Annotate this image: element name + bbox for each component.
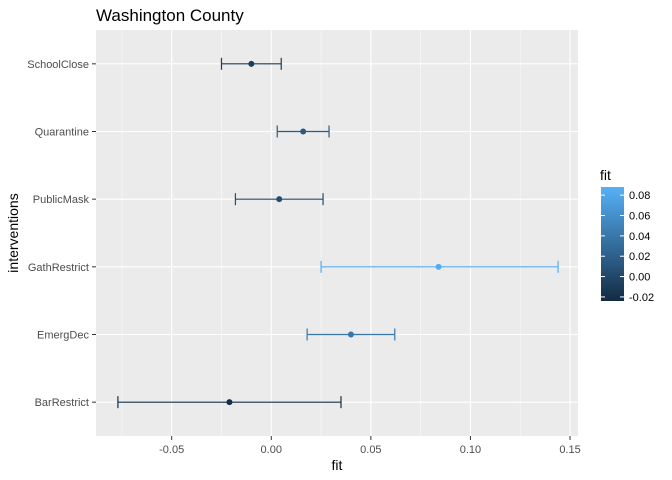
legend-tick-label: 0.08 bbox=[629, 190, 650, 202]
x-axis: -0.05 0.00 0.05 0.10 0.15 bbox=[159, 436, 581, 456]
x-tick-label: 0.10 bbox=[460, 444, 481, 456]
minor-gridlines bbox=[121, 30, 521, 436]
y-tick-label: GathRestrict bbox=[28, 262, 89, 274]
x-tick-label: -0.05 bbox=[159, 444, 184, 456]
y-tick-label: BarRestrict bbox=[35, 397, 89, 409]
legend-title: fit bbox=[600, 167, 611, 183]
y-tick-label: EmergDec bbox=[37, 330, 89, 342]
y-axis: SchoolClose Quarantine PublicMask GathRestr… bbox=[27, 59, 96, 409]
y-tick-label: SchoolClose bbox=[27, 59, 89, 71]
point-PublicMask bbox=[276, 196, 283, 203]
legend-tick-label: 0.02 bbox=[629, 251, 650, 263]
point-GathRestrict bbox=[435, 263, 442, 270]
legend-ticks: 0.08 0.06 0.04 0.02 0.00 -0.02 bbox=[601, 190, 654, 304]
x-tick-label: 0.00 bbox=[261, 444, 282, 456]
chart-title: Washington County bbox=[96, 6, 244, 25]
legend-colorbar bbox=[601, 187, 624, 301]
legend-tick-label: 0.00 bbox=[629, 272, 650, 284]
legend: fit 0.08 0.06 0.04 0.02 0.00 -0.02 bbox=[600, 167, 654, 304]
point-Quarantine bbox=[300, 128, 307, 135]
point-BarRestrict bbox=[226, 399, 233, 406]
point-EmergDec bbox=[347, 331, 354, 338]
y-tick-label: PublicMask bbox=[33, 194, 90, 206]
data-marks bbox=[117, 57, 559, 409]
x-tick-label: 0.05 bbox=[360, 444, 381, 456]
point-SchoolClose bbox=[248, 60, 255, 67]
x-tick-label: 0.15 bbox=[559, 444, 580, 456]
y-axis-title: interventions bbox=[5, 193, 21, 272]
legend-tick-label: -0.02 bbox=[629, 292, 654, 304]
legend-tick-label: 0.06 bbox=[629, 211, 650, 223]
plot-panel bbox=[96, 30, 578, 436]
x-axis-title: fit bbox=[332, 457, 343, 473]
legend-tick-label: 0.04 bbox=[629, 231, 650, 243]
y-tick-label: Quarantine bbox=[35, 127, 89, 139]
